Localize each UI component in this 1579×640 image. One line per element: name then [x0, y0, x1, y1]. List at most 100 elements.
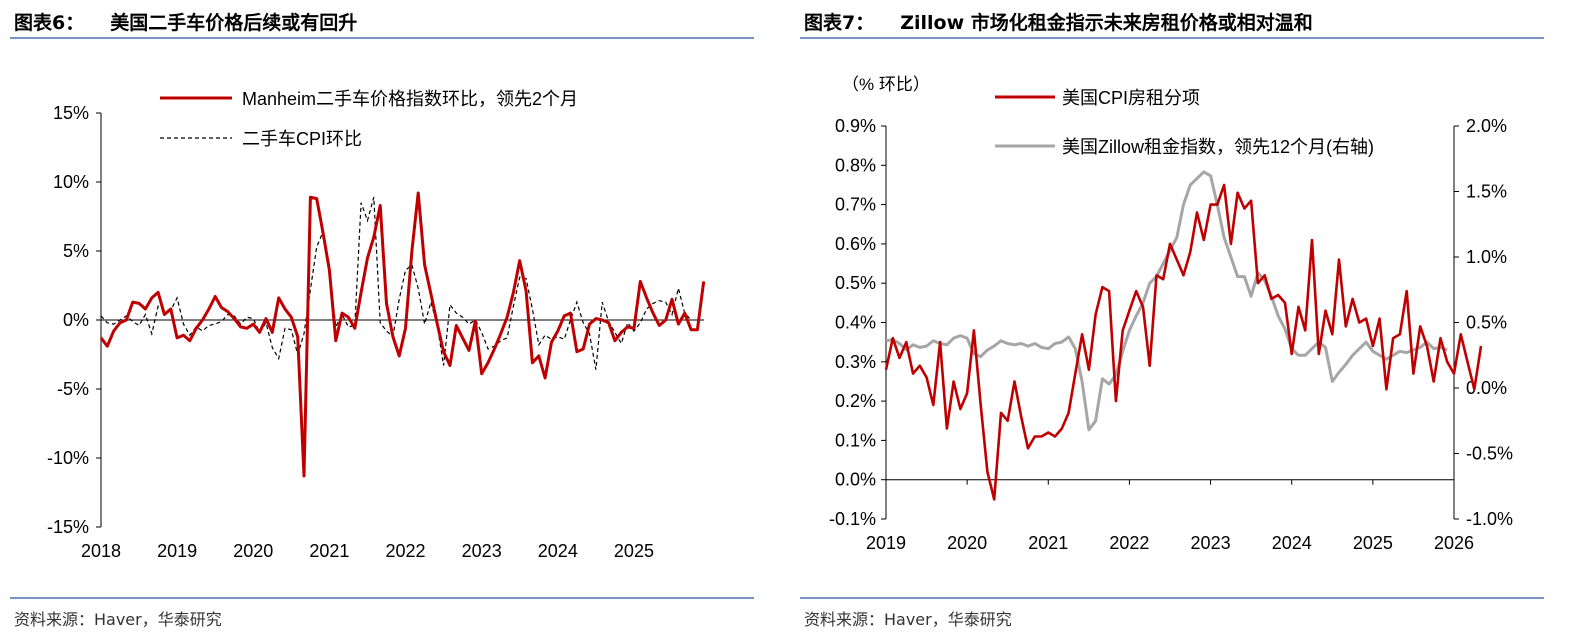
- data-point-cpi-rent: [1243, 207, 1246, 210]
- data-point-zillow: [1310, 347, 1313, 350]
- data-point-cpi-rent: [1256, 282, 1259, 285]
- data-point-zillow: [1148, 282, 1151, 285]
- data-point-cpi-rent: [891, 337, 894, 340]
- data-point-cpi-rent: [1344, 325, 1347, 328]
- data-point-cpi-rent: [1053, 435, 1056, 438]
- series-line-zillow: [885, 170, 1448, 432]
- data-point-cpi-rent: [1209, 203, 1212, 206]
- data-point-manheim: [360, 291, 363, 294]
- legend-label-used-car-cpi: 二手车CPI环比: [242, 129, 362, 149]
- data-point-used-car-cpi: [176, 296, 179, 299]
- data-point-zillow: [1175, 236, 1178, 239]
- x-tick-label: 2020: [233, 541, 273, 561]
- data-point-zillow: [1250, 295, 1253, 298]
- data-point-cpi-rent: [1283, 301, 1286, 304]
- data-point-cpi-rent: [1081, 333, 1084, 336]
- x-tick-label: 2024: [1272, 533, 1312, 553]
- data-point-zillow: [1182, 203, 1185, 206]
- data-point-manheim: [138, 302, 141, 305]
- data-point-zillow: [925, 345, 928, 348]
- data-point-used-car-cpi: [442, 364, 445, 367]
- y-tick-label: -10%: [47, 448, 89, 468]
- data-point-manheim: [264, 317, 267, 320]
- data-point-zillow: [1344, 363, 1347, 366]
- chart-title: 图表7： Zillow 市场化租金指示未来房租价格或相对温和: [804, 8, 1313, 35]
- legend-label-cpi-rent: 美国CPI房租分项: [1062, 88, 1200, 108]
- data-point-used-car-cpi: [347, 325, 350, 328]
- data-point-cpi-rent: [1290, 352, 1293, 355]
- data-point-zillow: [1229, 255, 1232, 258]
- data-point-cpi-rent: [1310, 238, 1313, 241]
- data-point-zillow: [1047, 347, 1050, 350]
- data-point-zillow: [1074, 347, 1077, 350]
- data-point-cpi-rent: [1466, 360, 1469, 363]
- data-point-cpi-rent: [1236, 191, 1239, 194]
- data-point-manheim: [569, 312, 572, 315]
- data-point-manheim: [258, 331, 261, 334]
- data-point-used-car-cpi: [601, 301, 604, 304]
- data-point-manheim: [525, 289, 528, 292]
- data-point-zillow: [1446, 348, 1449, 351]
- data-point-manheim: [417, 191, 420, 194]
- title-divider: [800, 37, 1544, 39]
- data-point-cpi-rent: [1365, 317, 1368, 320]
- data-point-manheim: [544, 376, 547, 379]
- chart-panel-rent: 图表7： Zillow 市场化租金指示未来房租价格或相对温和 （% 环比） 0.9%…: [790, 0, 1579, 640]
- y-tick-label-right: 1.0%: [1466, 247, 1507, 267]
- data-point-used-car-cpi: [626, 321, 629, 324]
- data-point-manheim: [512, 291, 515, 294]
- data-point-manheim: [645, 296, 648, 299]
- data-point-manheim: [118, 321, 121, 324]
- data-point-zillow: [1283, 328, 1286, 331]
- data-point-manheim: [550, 341, 553, 344]
- y-tick-label: -15%: [47, 517, 89, 537]
- legend-label-zillow: 美国Zillow租金指数，领先12个月(右轴): [1062, 137, 1374, 157]
- figure-title-text: Zillow 市场化租金指示未来房租价格或相对温和: [900, 12, 1313, 34]
- y-tick-label: 15%: [53, 103, 89, 123]
- data-point-cpi-rent: [1033, 435, 1036, 438]
- data-point-used-car-cpi: [144, 313, 147, 316]
- data-point-zillow: [1324, 346, 1327, 349]
- data-point-cpi-rent: [939, 341, 942, 344]
- data-point-cpi-rent: [1189, 250, 1192, 253]
- data-point-used-car-cpi: [486, 347, 489, 350]
- data-point-used-car-cpi: [455, 312, 458, 315]
- data-point-zillow: [1304, 354, 1307, 357]
- data-point-cpi-rent: [1459, 333, 1462, 336]
- footer-divider: [10, 597, 754, 599]
- data-point-manheim: [207, 307, 210, 310]
- data-point-cpi-rent: [999, 411, 1002, 414]
- figure-title-text: 美国二手车价格后续或有回升: [110, 12, 358, 34]
- data-point-cpi-rent: [1013, 380, 1016, 383]
- x-tick-label: 2019: [157, 541, 197, 561]
- data-point-cpi-rent: [1371, 345, 1374, 348]
- x-tick-label: 2019: [866, 533, 906, 553]
- footer-divider: [800, 597, 1544, 599]
- data-point-cpi-rent: [1047, 431, 1050, 434]
- data-point-cpi-rent: [1087, 368, 1090, 371]
- data-point-zillow: [1223, 236, 1226, 239]
- data-point-zillow: [979, 355, 982, 358]
- chart-title: 图表6： 美国二手车价格后续或有回升: [14, 8, 357, 35]
- data-point-zillow: [1419, 346, 1422, 349]
- data-point-cpi-rent: [1250, 199, 1253, 202]
- source-note: 资料来源：Haver，华泰研究: [804, 610, 1012, 629]
- data-point-used-car-cpi: [690, 318, 693, 321]
- data-point-manheim: [391, 335, 394, 338]
- data-point-cpi-rent: [1432, 380, 1435, 383]
- data-point-manheim: [448, 364, 451, 367]
- source-note: 资料来源：Haver，华泰研究: [14, 610, 222, 629]
- y-tick-label-right: -1.0%: [1466, 509, 1513, 529]
- data-point-zillow: [1053, 342, 1056, 345]
- data-point-manheim: [366, 256, 369, 259]
- x-tick-label: 2023: [462, 541, 502, 561]
- data-point-used-car-cpi: [182, 323, 185, 326]
- data-point-cpi-rent: [1006, 419, 1009, 422]
- series-line-manheim: [99, 191, 706, 478]
- data-point-manheim: [315, 197, 318, 200]
- figure-number: 图表7：: [804, 12, 875, 34]
- x-tick-label: 2021: [309, 541, 349, 561]
- data-point-manheim: [163, 313, 166, 316]
- data-point-cpi-rent: [966, 392, 969, 395]
- y-tick-label-left: 0.1%: [835, 430, 876, 450]
